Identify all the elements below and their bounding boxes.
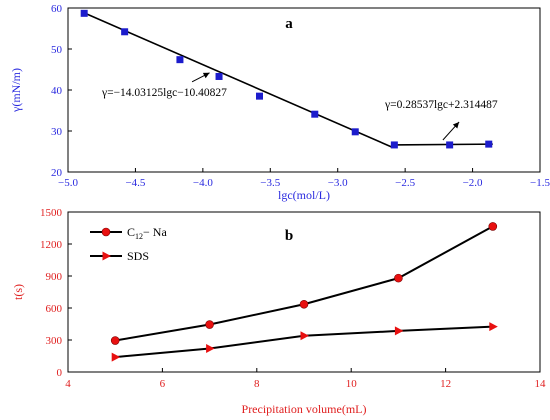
panel-a-fit-line <box>391 143 493 146</box>
point-sds <box>394 326 404 336</box>
panel-b-x-tick-label: 14 <box>535 378 547 390</box>
panel-b-x-tick-label: 6 <box>160 378 166 390</box>
panel-b-y-tick-label: 900 <box>46 271 63 283</box>
panel-b-y-tick-label: 1500 <box>40 207 63 219</box>
panel-a-x-tick-label: −4.0 <box>193 177 213 189</box>
panel-b-x-tick-label: 8 <box>254 378 260 390</box>
panel-a-data-points <box>80 9 493 149</box>
panel-a-annotations: γ=−14.03125lgc−10.40827 γ=0.28537lgc+2.31… <box>101 72 498 141</box>
panel-b-y-tick-label: 300 <box>46 335 63 347</box>
legend-marker-c12na <box>101 227 111 237</box>
panel-a-x-tick-label: −3.5 <box>260 177 280 189</box>
point-c12na <box>205 320 214 329</box>
panel-b-plot-frame <box>67 211 541 373</box>
panel-a-square-point <box>390 141 398 149</box>
panel-a-square-point <box>351 128 359 136</box>
panel-b-legend: C12− Na SDS <box>90 225 167 263</box>
panel-a-x-tick-label: −2.5 <box>395 177 415 189</box>
point-c12na <box>488 222 498 231</box>
panel-a-x-tick-label: −3.0 <box>328 177 348 189</box>
panel-a-square-point <box>311 110 319 118</box>
panel-a-square-point <box>121 28 129 36</box>
panel-a-y-ticks: 20 30 40 50 60 <box>51 3 72 179</box>
panel-a-square-point <box>215 72 223 80</box>
point-sds <box>111 352 121 362</box>
panel-a-y-tick-label: 40 <box>51 85 63 97</box>
point-sds <box>206 344 215 354</box>
panel-b-x-axis-label: Precipitation volume(mL) <box>242 402 367 416</box>
panel-b-x-tick-label: 10 <box>346 378 358 390</box>
panel-b-label: b <box>285 228 293 244</box>
panel-a-y-tick-label: 60 <box>51 3 63 15</box>
panel-a-y-axis-label: γ(mN/m) <box>9 68 23 113</box>
panel-b-series <box>110 222 498 362</box>
legend-label-c12na: C12− Na <box>127 225 167 241</box>
legend-c12na-sub: 12 <box>135 232 143 241</box>
panel-b-y-tick-label: 1200 <box>40 239 63 251</box>
series-line-c12na <box>115 225 494 342</box>
panel-a-square-point <box>176 56 184 64</box>
legend-c12na-rest: − Na <box>143 225 167 239</box>
panel-b-x-tick-label: 4 <box>65 378 71 390</box>
legend-marker-sds <box>102 251 111 261</box>
panel-b-y-tick-label: 0 <box>57 367 63 379</box>
panel-a-square-point <box>446 141 454 149</box>
panel-a-surface-tension-chart: −5.0 −4.5 −4.0 −3.5 −3.0 −2.5 −2.0 −1.5 20 30 40 5… <box>9 3 550 202</box>
panel-b-x-tick-label: 12 <box>440 378 451 390</box>
panel-b-x-ticks: 4 6 8 10 12 14 <box>65 368 546 390</box>
panel-a-fit-lines <box>83 12 493 148</box>
point-sds <box>489 322 498 332</box>
panel-a-x-axis-label: lgc(mol/L) <box>278 188 330 202</box>
legend-label-sds: SDS <box>127 249 149 263</box>
point-c12na <box>299 299 309 309</box>
panel-a-annotation-arrow-head <box>202 72 210 79</box>
panel-a-label: a <box>285 16 293 32</box>
panel-a-x-tick-label: −1.5 <box>530 177 550 189</box>
panel-a-x-tick-label: −5.0 <box>58 177 78 189</box>
panel-b-y-ticks: 0 300 600 900 1200 1500 <box>40 207 72 379</box>
panel-a-square-point <box>485 140 493 148</box>
panel-a-y-tick-label: 30 <box>51 126 63 138</box>
panel-b-y-axis-label: t(s) <box>11 284 25 300</box>
panel-a-x-tick-label: −2.0 <box>463 177 483 189</box>
point-c12na <box>110 336 120 345</box>
panel-a-annotation-arrow-head <box>452 121 460 129</box>
legend-c12na-main: C <box>127 225 135 239</box>
point-c12na <box>394 273 403 283</box>
panel-a-square-point <box>255 92 263 100</box>
panel-a-fit-line <box>83 12 392 148</box>
point-sds <box>300 331 309 341</box>
panel-b-y-tick-label: 600 <box>46 303 63 315</box>
panel-a-square-point <box>80 9 88 17</box>
panel-a-y-tick-label: 50 <box>51 44 63 56</box>
panel-a-fit-equation: γ=−14.03125lgc−10.40827 <box>101 87 227 99</box>
panel-a-y-tick-label: 20 <box>51 167 63 179</box>
panel-a-x-tick-label: −4.5 <box>125 177 145 189</box>
panel-a-fit-equation: γ=0.28537lgc+2.314487 <box>384 99 498 111</box>
panel-a-x-ticks: −5.0 −4.5 −4.0 −3.5 −3.0 −2.5 −2.0 −1.5 <box>58 168 550 189</box>
